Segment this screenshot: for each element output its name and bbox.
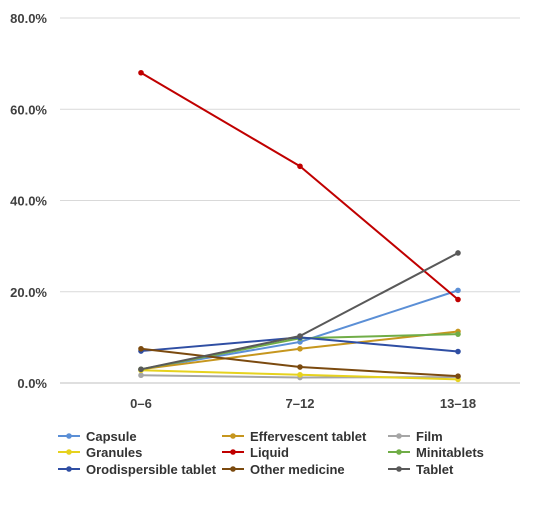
data-point [138, 345, 144, 352]
legend-swatch-marker [230, 466, 236, 472]
series-line [140, 71, 459, 301]
legend-swatch-marker [230, 433, 236, 439]
legend-item: Tablet [388, 462, 454, 477]
data-point [138, 372, 144, 379]
data-point [455, 348, 461, 355]
gridlines [60, 17, 520, 384]
series [138, 69, 461, 303]
series-line [140, 289, 459, 371]
legend-swatch-marker [66, 449, 72, 455]
data-point [297, 163, 303, 170]
legend-swatch-marker [66, 466, 72, 472]
legend-item: Liquid [222, 445, 289, 460]
data-point [455, 296, 461, 303]
data-point [297, 371, 303, 378]
data-point [455, 331, 461, 337]
legend-item: Granules [58, 445, 142, 460]
series [138, 250, 461, 373]
legend-label: Capsule [86, 429, 137, 444]
data-point [297, 333, 303, 339]
legend-label: Tablet [416, 462, 454, 477]
data-point [455, 373, 461, 379]
data-point [138, 69, 144, 76]
y-tick-label: 80.0% [10, 11, 47, 26]
data-point [138, 366, 144, 373]
x-tick-label: 7–12 [286, 396, 315, 411]
data-point [455, 250, 461, 256]
legend-swatch-marker [396, 433, 402, 439]
x-tick-label: 13–18 [440, 396, 476, 411]
legend-item: Other medicine [222, 462, 345, 477]
y-tick-label: 60.0% [10, 102, 47, 117]
data-point [455, 287, 461, 294]
x-tick-label: 0–6 [130, 396, 152, 411]
legend-swatch-marker [230, 449, 236, 455]
legend-item: Film [388, 429, 443, 444]
y-axis-tick-labels: 0.0% 20.0% 40.0% 60.0% 80.0% [10, 11, 47, 391]
x-axis-tick-labels: 0–6 7–12 13–18 [130, 396, 476, 411]
legend-swatch-marker [396, 449, 402, 455]
legend-item: Capsule [58, 429, 137, 444]
legend-swatch-marker [66, 433, 72, 439]
legend: Capsule Effervescent tablet Film Granules Li… [58, 429, 484, 477]
y-tick-label: 40.0% [10, 194, 47, 209]
legend-label: Orodispersible tablet [86, 462, 217, 477]
y-tick-label: 20.0% [10, 285, 47, 300]
legend-label: Minitablets [416, 445, 484, 460]
series-line [140, 252, 459, 371]
series [138, 345, 461, 379]
legend-label: Film [416, 429, 443, 444]
legend-label: Effervescent tablet [250, 429, 367, 444]
legend-label: Other medicine [250, 462, 345, 477]
legend-item: Minitablets [388, 445, 484, 460]
legend-item: Orodispersible tablet [58, 462, 217, 477]
legend-label: Granules [86, 445, 142, 460]
y-tick-label: 0.0% [17, 376, 47, 391]
legend-swatch-marker [396, 466, 402, 472]
data-point [297, 345, 303, 352]
legend-label: Liquid [250, 445, 289, 460]
series-lines [138, 69, 461, 383]
legend-item: Effervescent tablet [222, 429, 367, 444]
data-point [297, 364, 303, 370]
